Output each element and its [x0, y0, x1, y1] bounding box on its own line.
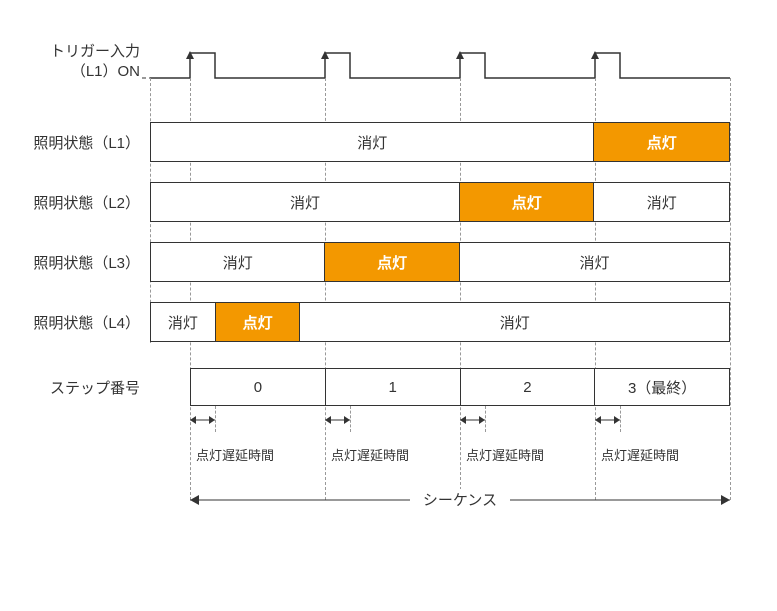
vline-delay-end [215, 406, 216, 432]
trigger-label-line2: （L1）ON [71, 63, 140, 80]
step-row-label: ステップ番号 [10, 377, 140, 398]
step-cell: 2 [461, 369, 596, 405]
state-row-l3: 消灯点灯消灯 [150, 242, 730, 282]
segment-off: 消灯 [151, 303, 216, 341]
segment-lit: 点灯 [325, 243, 460, 281]
segment-off: 消灯 [151, 183, 460, 221]
row-label-l2: 照明状態（L2） [10, 192, 140, 213]
vline-delay-end [620, 406, 621, 432]
delay-label: 点灯遅延時間 [305, 445, 435, 464]
segment-lit: 点灯 [460, 183, 595, 221]
trigger-label: トリガー入力 （L1）ON [10, 42, 140, 81]
row-label-l4: 照明状態（L4） [10, 312, 140, 333]
segment-off: 消灯 [151, 123, 594, 161]
step-cell: 3（最終） [595, 369, 729, 405]
state-row-l2: 消灯点灯消灯 [150, 182, 730, 222]
segment-off: 消灯 [151, 243, 325, 281]
step-cell: 0 [191, 369, 326, 405]
segment-off: 消灯 [460, 243, 729, 281]
trigger-label-line1: トリガー入力 [50, 43, 140, 60]
row-label-l3: 照明状態（L3） [10, 252, 140, 273]
delay-label: 点灯遅延時間 [170, 445, 300, 464]
delay-label: 点灯遅延時間 [575, 445, 705, 464]
delay-label: 点灯遅延時間 [440, 445, 570, 464]
segment-off: 消灯 [300, 303, 729, 341]
segment-off: 消灯 [594, 183, 729, 221]
step-cell: 1 [326, 369, 461, 405]
vline-delay-end [350, 406, 351, 432]
segment-lit: 点灯 [216, 303, 301, 341]
row-label-l1: 照明状態（L1） [10, 132, 140, 153]
state-row-l4: 消灯点灯消灯 [150, 302, 730, 342]
segment-lit: 点灯 [594, 123, 729, 161]
state-row-l1: 消灯点灯 [150, 122, 730, 162]
vline [730, 78, 731, 500]
vline-delay-end [485, 406, 486, 432]
sequence-label: シーケンス [410, 489, 510, 510]
step-row: 0123（最終） [190, 368, 730, 406]
